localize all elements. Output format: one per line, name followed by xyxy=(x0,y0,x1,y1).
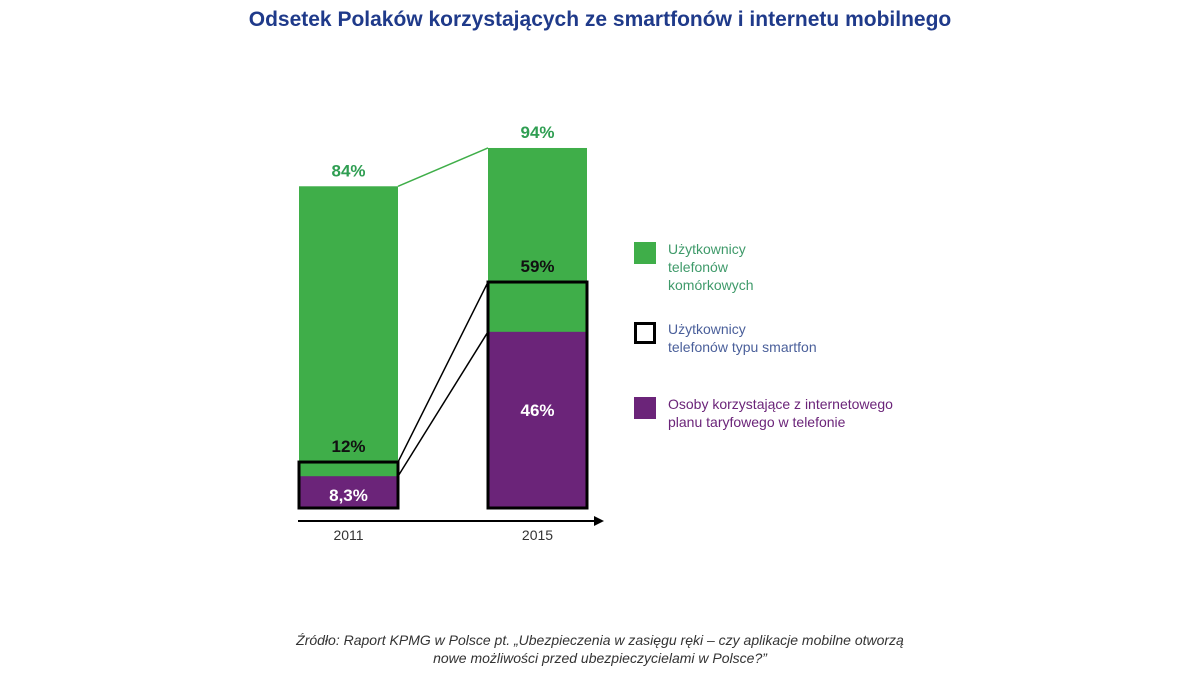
data-label-smartphone: 12% xyxy=(331,437,365,456)
legend-swatch-outline xyxy=(634,322,656,344)
legend-label: Użytkownicy telefonów komórkowych xyxy=(668,241,754,293)
data-label-smartphone: 59% xyxy=(520,257,554,276)
legend-label: Użytkownicy telefonów typu smartfon xyxy=(668,321,817,355)
data-label-mobile: 94% xyxy=(520,123,554,142)
source-note: Źródło: Raport KPMG w Polsce pt. „Ubezpi… xyxy=(0,631,1200,667)
connector-line xyxy=(397,147,489,187)
data-label-internet: 8,3% xyxy=(329,486,368,505)
data-label-internet: 46% xyxy=(520,401,554,420)
chart-title: Odsetek Polaków korzystających ze smartf… xyxy=(248,8,952,31)
legend-item-mobile-users: Użytkownicy telefonów komórkowych xyxy=(634,240,754,294)
bar-smartphone-2015 xyxy=(486,280,589,510)
legend-item-mobile-internet: Osoby korzystające z internetowego planu… xyxy=(634,395,893,431)
connector-line xyxy=(397,281,489,463)
data-label-mobile: 84% xyxy=(331,161,365,180)
bar-mobile-2011 xyxy=(299,186,398,508)
legend-item-smartphone-users: Użytkownicy telefonów typu smartfon xyxy=(634,320,817,356)
legend-swatch-purple xyxy=(634,397,656,419)
source-text: Źródło: Raport KPMG w Polsce pt. „Ubezpi… xyxy=(296,632,904,666)
legend-label: Osoby korzystające z internetowego planu… xyxy=(668,396,893,430)
x-tick-label: 2015 xyxy=(522,527,553,543)
x-tick-label: 2011 xyxy=(333,527,363,543)
x-axis-arrow-icon xyxy=(594,516,604,526)
legend-swatch-green xyxy=(634,242,656,264)
connector-line xyxy=(397,331,489,477)
bar-internet-2011 xyxy=(299,476,398,508)
bar-internet-2015 xyxy=(488,331,587,508)
bar-smartphone-2011 xyxy=(297,460,400,510)
